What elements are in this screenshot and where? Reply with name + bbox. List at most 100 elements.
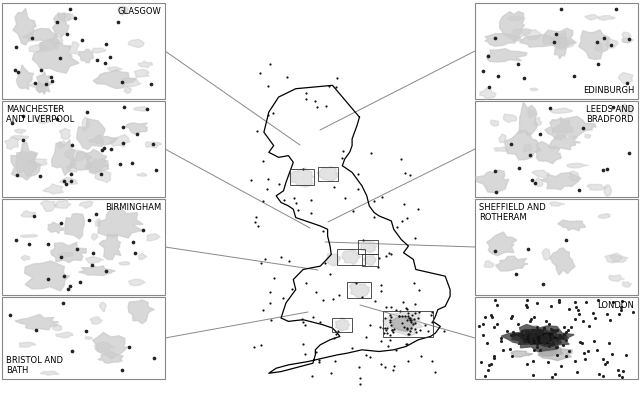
Point: [557, 334, 567, 340]
Point: [554, 334, 564, 341]
Point: [554, 335, 564, 342]
Point: [52, 18, 62, 25]
Point: [538, 339, 548, 345]
Polygon shape: [29, 159, 47, 166]
Polygon shape: [79, 266, 115, 276]
Point: [329, 335, 339, 341]
Point: [287, 285, 298, 292]
Point: [311, 289, 321, 296]
Point: [519, 75, 529, 82]
Point: [387, 314, 397, 320]
Polygon shape: [360, 240, 377, 253]
Polygon shape: [36, 72, 52, 94]
Polygon shape: [543, 28, 577, 48]
Polygon shape: [124, 86, 132, 93]
Point: [624, 35, 634, 42]
Polygon shape: [539, 350, 556, 356]
Point: [521, 328, 531, 334]
Polygon shape: [95, 170, 111, 182]
Point: [546, 340, 556, 347]
Point: [409, 316, 419, 322]
Point: [543, 334, 554, 340]
Point: [315, 318, 325, 325]
Point: [474, 322, 484, 329]
Point: [10, 237, 20, 244]
Point: [97, 147, 107, 153]
Point: [531, 337, 541, 344]
Point: [306, 197, 316, 203]
Polygon shape: [85, 257, 104, 264]
Point: [381, 304, 391, 310]
Polygon shape: [528, 109, 535, 118]
Point: [528, 372, 538, 378]
Point: [624, 150, 634, 156]
Polygon shape: [554, 31, 568, 59]
Point: [535, 130, 545, 137]
Point: [539, 338, 549, 345]
Point: [543, 338, 553, 344]
Point: [301, 96, 311, 102]
Point: [617, 298, 627, 304]
Point: [105, 54, 115, 60]
Point: [412, 315, 422, 321]
Point: [337, 154, 348, 161]
Polygon shape: [133, 106, 148, 111]
Point: [255, 69, 265, 76]
Point: [81, 108, 92, 115]
Bar: [2, 297, 165, 379]
Point: [598, 373, 608, 379]
Polygon shape: [138, 253, 147, 260]
Point: [526, 340, 536, 346]
Polygon shape: [542, 248, 551, 260]
Point: [351, 280, 361, 286]
Polygon shape: [24, 261, 70, 291]
Point: [60, 181, 70, 188]
Point: [410, 320, 420, 326]
Point: [519, 332, 529, 339]
Point: [573, 307, 584, 313]
Point: [311, 349, 321, 355]
Point: [274, 181, 284, 187]
Point: [404, 315, 414, 321]
Point: [612, 366, 623, 373]
Point: [426, 309, 436, 315]
Point: [416, 353, 426, 359]
Point: [570, 298, 580, 305]
Point: [29, 213, 39, 219]
Point: [609, 298, 619, 305]
Point: [552, 326, 562, 333]
Point: [513, 331, 523, 338]
Point: [541, 318, 551, 324]
Point: [115, 160, 125, 167]
Polygon shape: [504, 114, 517, 122]
Point: [118, 104, 129, 110]
Point: [484, 84, 494, 90]
Polygon shape: [522, 333, 557, 344]
Point: [399, 201, 410, 207]
Polygon shape: [93, 332, 127, 359]
Polygon shape: [78, 49, 93, 63]
Point: [402, 325, 412, 332]
Point: [403, 310, 413, 317]
Point: [346, 345, 356, 351]
Text: GLASGOW: GLASGOW: [117, 7, 161, 16]
Point: [490, 35, 500, 41]
Point: [405, 328, 415, 334]
Polygon shape: [622, 32, 631, 43]
Point: [59, 178, 69, 184]
Point: [522, 329, 532, 335]
Point: [397, 218, 407, 224]
Point: [87, 262, 97, 268]
Point: [385, 337, 396, 344]
Point: [602, 311, 612, 318]
Polygon shape: [532, 170, 550, 178]
Point: [549, 39, 559, 45]
Point: [521, 338, 531, 345]
Polygon shape: [520, 35, 564, 47]
Point: [348, 208, 358, 214]
Point: [540, 338, 550, 344]
Polygon shape: [264, 85, 450, 373]
Point: [99, 145, 109, 151]
Polygon shape: [137, 173, 147, 176]
Point: [333, 328, 344, 334]
